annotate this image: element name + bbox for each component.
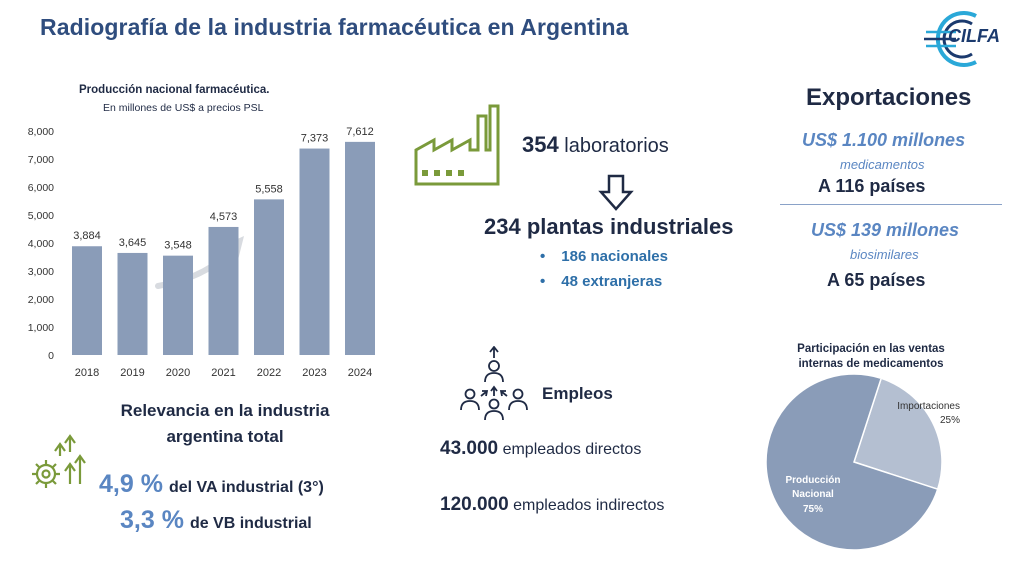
y-tick-label: 5,000 [28,210,54,222]
plants-national: • 186 nacionales [540,248,668,265]
va-text: del VA industrial (3°) [168,479,324,496]
factory-icon [414,104,500,186]
pie-slice-importaciones [853,377,943,491]
pie-value-produccion: 75% [803,504,823,515]
x-tick-label: 2019 [120,367,144,379]
page-title: Radiografía de la industria farmacéutica… [40,14,629,40]
vb-stat: 3,3 % de VB industrial [120,506,312,535]
pie-label-produccion-line1: Producción [785,475,840,486]
export-category-medicines: medicamentos [840,157,925,172]
bar-2019 [117,252,148,355]
bar-2021 [208,226,239,355]
data-label-2021: 4,573 [210,211,238,223]
va-percent: 4,9 % [99,470,163,498]
vb-text: de VB industrial [189,515,312,532]
labs-label: laboratorios [564,135,669,157]
x-tick-label: 2020 [166,367,190,379]
x-tick-label: 2021 [211,367,235,379]
bullet-dot: • [540,273,546,290]
y-tick-label: 1,000 [28,322,54,334]
bar-2022 [254,199,284,355]
y-tick-label: 3,000 [28,266,54,278]
gear-growth-icon [32,434,86,488]
y-tick-label: 4,000 [28,238,54,250]
indirect-count: 120.000 [440,494,509,515]
data-label-2022: 5,558 [255,183,283,195]
pie-value-importaciones: 25% [940,415,960,426]
bar-chart-subtitle: En millones de US$ a precios PSL [103,102,264,114]
employment-title: Empleos [542,384,613,403]
exports-divider [780,204,1002,205]
va-stat: 4,9 % del VA industrial (3°) [99,470,324,499]
direct-count: 43.000 [440,438,499,459]
pie-label-importaciones: Importaciones [897,401,960,412]
y-tick-label: 7,000 [28,154,54,166]
people-network-icon [460,346,528,421]
y-tick-label: 6,000 [28,182,54,194]
pie-chart-title: Participación en las ventas internas de … [797,343,945,370]
plants-item-2: 48 extranjeras [561,273,663,290]
plants-count: 234 [484,214,521,239]
labs-count: 354 [522,132,559,157]
plants-label: plantas industriales [526,214,734,239]
x-tick-label: 2023 [302,367,326,379]
export-countries-medicines: A 116 países [818,176,926,196]
bar-chart: 0 1,000 2,000 3,000 4,000 5,000 6,000 7,000 8,00… [28,126,375,379]
x-tick-label: 2022 [257,367,281,379]
y-tick-label: 8,000 [28,126,54,138]
relevance-title: Relevancia en la industria argentina tot… [120,401,330,446]
indirect-employment: 120.000 empleados indirectos [440,494,664,516]
down-arrow-icon [598,174,634,211]
y-tick-label: 2,000 [28,294,54,306]
pie-label-produccion-line2: Nacional [792,489,834,500]
bar-chart-title: Producción nacional farmacéutica. [79,84,270,96]
export-amount-medicines: US$ 1.100 millones [802,130,966,150]
x-tick-label: 2024 [348,367,372,379]
logo-text: CILFA [948,26,1000,46]
data-label-2018: 3,884 [73,230,101,242]
data-label-2023: 7,373 [301,133,329,145]
data-label-2020: 3,548 [164,240,192,252]
vb-percent: 3,3 % [120,506,184,534]
export-amount-biosimilars: US$ 139 millones [811,220,960,240]
cilfa-logo [924,11,977,67]
data-label-2019: 3,645 [119,237,147,249]
bar-2020 [163,255,193,355]
bullet-dot: • [540,248,546,265]
bar-2018 [72,246,102,355]
direct-employment: 43.000 empleados directos [440,438,641,460]
y-tick-label: 0 [48,350,54,362]
exports-title: Exportaciones [806,84,972,111]
indirect-label: empleados indirectos [513,497,665,514]
export-category-biosimilars: biosimilares [850,247,919,262]
labs-stat: 354 laboratorios [522,132,669,158]
plants-item-1: 186 nacionales [561,248,668,265]
plants-foreign: • 48 extranjeras [540,273,662,290]
x-tick-label: 2018 [75,367,99,379]
bar-2023 [299,148,330,355]
export-countries-biosimilars: A 65 países [827,270,926,290]
data-label-2024: 7,612 [346,126,374,138]
bar-2024 [345,141,375,355]
pie-chart: Importaciones 25% Producción Nacional 75% [765,373,960,551]
plants-stat: 234 plantas industriales [484,214,733,240]
pie-slice-produccion-nacional [765,373,939,551]
direct-label: empleados directos [502,441,642,458]
